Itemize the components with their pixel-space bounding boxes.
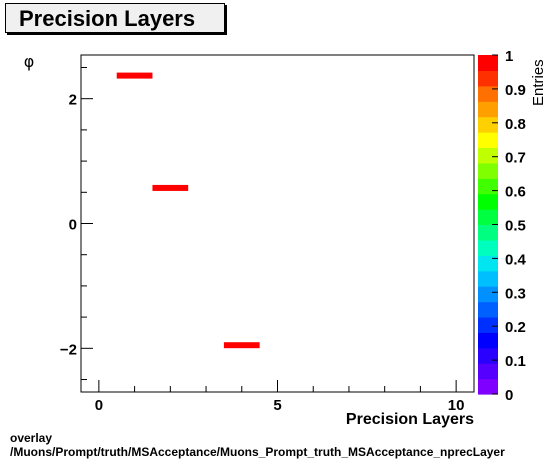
palette-tick-label-0.5: 0.5 <box>505 218 526 235</box>
footer-line-1: overlay <box>10 431 53 445</box>
palette-band-6 <box>478 286 498 303</box>
heatmap-cell-2 <box>152 184 189 191</box>
palette-band-18 <box>478 101 498 118</box>
palette-tick-label-1: 1 <box>505 48 513 65</box>
palette-band-19 <box>478 85 498 102</box>
heatmap-cell-1 <box>116 72 153 79</box>
palette-band-7 <box>478 270 498 287</box>
x-axis-label: Precision Layers <box>346 411 474 428</box>
palette-tick-label-0.1: 0.1 <box>505 353 526 370</box>
palette-band-15 <box>478 147 498 164</box>
y-tick-label-2: 2 <box>69 92 77 109</box>
plot-frame <box>80 54 475 393</box>
x-axis: 0 5 10 <box>95 380 465 414</box>
palette-band-0 <box>478 378 498 395</box>
palette-band-2 <box>478 347 498 364</box>
x-tick-label-5: 5 <box>273 397 281 414</box>
palette-band-11 <box>478 209 498 226</box>
palette-band-20 <box>478 70 498 87</box>
palette-band-10 <box>478 224 498 241</box>
y-axis: −2 0 2 <box>60 66 93 381</box>
palette-band-4 <box>478 316 498 333</box>
palette-tick-label-0.3: 0.3 <box>505 285 526 302</box>
plot-border <box>80 54 475 393</box>
palette-tick-label-0.2: 0.2 <box>505 319 526 336</box>
palette-band-3 <box>478 332 498 349</box>
palette-tick-label-0.7: 0.7 <box>505 150 526 167</box>
color-palette: 0 0.1 0.2 0.3 0.4 0.5 0.6 0.7 0.8 0.9 1 <box>478 48 527 404</box>
footer-line-2: /Muons/Prompt/truth/MSAcceptance/Muons_P… <box>10 445 505 459</box>
heatmap-cell-3 <box>223 342 260 349</box>
palette-band-5 <box>478 301 498 318</box>
palette-band-1 <box>478 363 498 380</box>
palette-band-16 <box>478 132 498 149</box>
palette-axis-label: Entries <box>530 59 546 106</box>
palette-band-13 <box>478 178 498 195</box>
palette-tick-label-0.4: 0.4 <box>505 251 527 268</box>
footer: overlay /Muons/Prompt/truth/MSAcceptance… <box>10 431 505 459</box>
chart-title: Precision Layers <box>5 3 225 33</box>
y-axis-label: φ <box>24 52 35 71</box>
palette-tick-label-0.8: 0.8 <box>505 116 526 133</box>
palette-band-12 <box>478 193 498 210</box>
x-tick-label-10: 10 <box>448 397 465 414</box>
palette-tick-label-0: 0 <box>505 387 513 404</box>
palette-band-14 <box>478 162 498 179</box>
palette-band-21 <box>478 55 498 72</box>
heatmap-cells <box>116 72 260 349</box>
palette-band-8 <box>478 255 498 272</box>
x-tick-label-0: 0 <box>95 397 103 414</box>
y-tick-label-0: 0 <box>69 217 77 234</box>
chart-canvas: 0 5 10 −202 00.10.20.30.40.50.60.70.80.91 … <box>24 48 546 428</box>
palette-band-9 <box>478 239 498 256</box>
palette-tick-label-0.9: 0.9 <box>505 82 526 99</box>
y-tick-label--2: −2 <box>60 341 77 358</box>
palette-band-17 <box>478 116 498 133</box>
palette-tick-label-0.6: 0.6 <box>505 184 526 201</box>
